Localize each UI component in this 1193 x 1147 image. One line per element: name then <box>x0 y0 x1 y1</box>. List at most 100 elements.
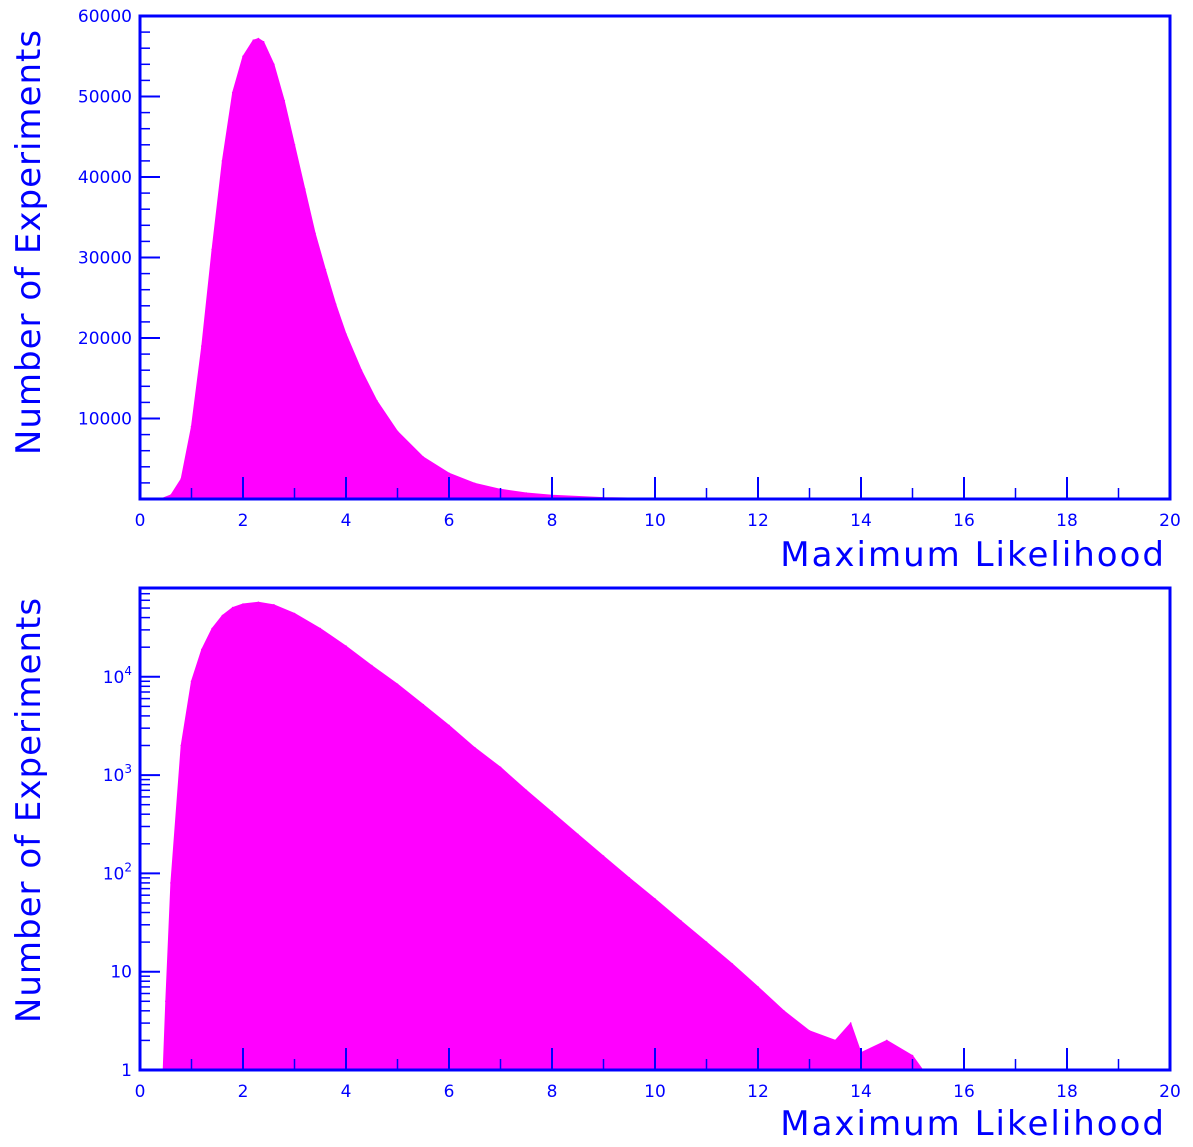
y-axis-label: Number of Experiments <box>9 597 49 1023</box>
y-tick-label: 30000 <box>78 249 132 269</box>
y-tick-label: 104 <box>103 664 132 688</box>
data-point <box>422 456 425 458</box>
data-point <box>376 400 378 402</box>
x-tick-label: 2 <box>238 1082 249 1102</box>
histogram-area <box>162 601 924 1071</box>
y-tick-label: 10000 <box>78 410 132 430</box>
data-point <box>221 614 224 617</box>
data-point <box>886 1039 888 1042</box>
data-point <box>257 37 260 40</box>
data-point <box>396 430 399 433</box>
chart-panel-linear: 0 2 4 6 8 10 12 14 16 18 20 10000 20000 30000 40000 500… <box>9 7 1181 575</box>
y-tick-label: 20000 <box>78 329 132 349</box>
x-tick-label: 14 <box>850 511 872 531</box>
y-tick-label: 50000 <box>78 88 132 108</box>
data-point <box>360 369 363 372</box>
data-point <box>474 482 476 485</box>
data-point <box>345 333 347 335</box>
data-point <box>628 877 631 879</box>
data-point <box>170 494 172 496</box>
x-tick-label: 8 <box>547 1082 558 1102</box>
data-point <box>314 232 316 235</box>
x-tick-label: 20 <box>1159 1082 1181 1102</box>
data-point <box>324 268 327 271</box>
y-tick-label-base: 20000 <box>78 329 132 349</box>
x-tick-label: 4 <box>341 1082 352 1102</box>
data-point <box>273 63 275 66</box>
x-axis-label: Maximum Likelihood <box>780 1104 1166 1143</box>
data-point <box>165 1000 167 1003</box>
x-tick-label: 18 <box>1056 1082 1078 1102</box>
data-point <box>334 303 337 306</box>
y-axis-label: Number of Experiments <box>9 29 49 455</box>
data-point <box>783 1010 785 1012</box>
histogram-area <box>160 37 1170 500</box>
data-point <box>242 603 244 605</box>
data-point <box>190 425 193 428</box>
data-point <box>422 703 425 706</box>
data-point <box>757 986 759 988</box>
x-tick-label: 2 <box>238 511 249 531</box>
data-point <box>345 645 347 647</box>
data-point <box>808 1030 811 1032</box>
data-point <box>705 941 708 943</box>
data-point <box>221 160 224 162</box>
y-tick-label-exponent: 4 <box>124 664 132 678</box>
data-point <box>242 55 244 58</box>
y-tick-label-base: 60000 <box>78 7 132 27</box>
data-point <box>304 188 306 190</box>
x-tick-label: 8 <box>547 511 558 531</box>
data-point <box>211 627 213 630</box>
data-point <box>525 492 528 494</box>
x-tick-label: 12 <box>747 1082 769 1102</box>
y-tick-label-exponent: 3 <box>124 762 132 776</box>
y-tick-label-base: 10 <box>103 766 125 786</box>
x-tick-label: 18 <box>1056 511 1078 531</box>
data-point <box>731 963 734 965</box>
y-tick-label-base: 30000 <box>78 249 132 269</box>
data-point <box>577 833 579 836</box>
data-point <box>262 41 265 43</box>
data-point <box>525 789 528 792</box>
x-tick-label: 6 <box>444 1082 455 1102</box>
y-tick-label-base: 50000 <box>78 88 132 108</box>
y-tick-label-base: 10 <box>103 668 125 688</box>
data-point <box>911 1054 914 1057</box>
data-point <box>602 855 605 857</box>
y-tick-label-base: 10000 <box>78 410 132 430</box>
data-point <box>201 648 203 651</box>
data-point <box>474 746 476 749</box>
data-point <box>231 91 234 94</box>
x-tick-label: 14 <box>850 1082 872 1102</box>
data-point <box>396 683 399 685</box>
y-tick-label-base: 10 <box>103 864 125 884</box>
data-point <box>180 478 182 480</box>
data-point <box>371 664 373 667</box>
data-point <box>551 811 553 813</box>
x-tick-label: 6 <box>444 511 455 531</box>
y-tick-label: 1 <box>121 1061 132 1081</box>
y-tick-label: 60000 <box>78 7 132 27</box>
y-tick-label-base: 40000 <box>78 168 132 188</box>
x-tick-label: 16 <box>953 511 975 531</box>
data-point <box>448 724 450 727</box>
data-point <box>654 898 656 900</box>
x-tick-label: 20 <box>1159 511 1181 531</box>
x-tick-label: 10 <box>644 1082 666 1102</box>
data-point <box>448 472 450 475</box>
data-point <box>257 601 260 604</box>
y-tick-label: 10 <box>110 963 132 983</box>
data-point <box>293 612 296 615</box>
data-point <box>170 882 172 884</box>
data-point <box>273 604 275 606</box>
y-tick-label: 102 <box>103 860 132 884</box>
data-point <box>180 744 182 747</box>
x-tick-label: 12 <box>747 511 769 531</box>
y-tick-label-exponent: 2 <box>124 860 132 874</box>
x-axis-label: Maximum Likelihood <box>780 535 1166 575</box>
y-tick-label-base: 1 <box>121 1061 132 1081</box>
data-point <box>252 39 255 41</box>
